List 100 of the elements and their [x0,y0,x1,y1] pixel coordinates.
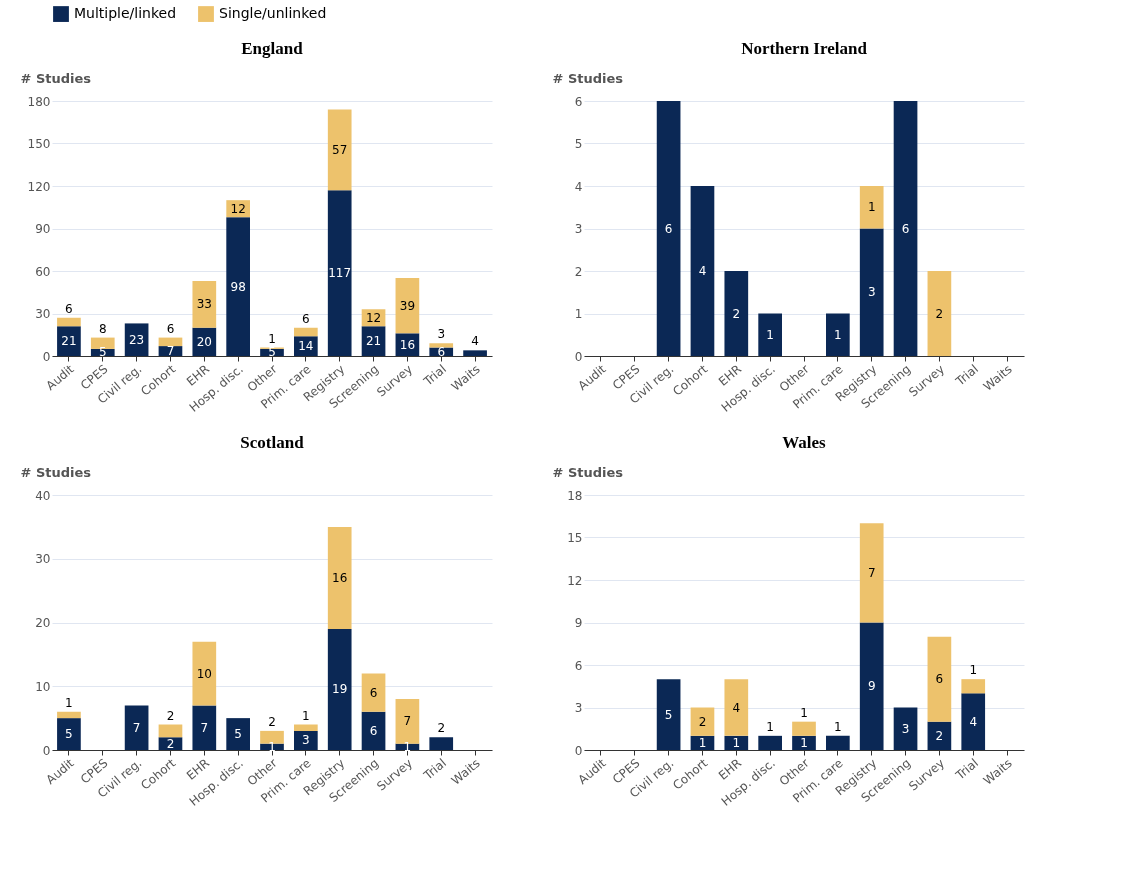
data-label: 21 [61,334,77,349]
y-tick-label: 180 [27,94,51,109]
bar [327,109,352,191]
chart-title: Scotland [240,433,305,452]
y-axis-title: # Studies [20,464,92,480]
bar [463,350,487,356]
data-label: 6 [664,221,673,236]
data-label: 4 [732,700,741,715]
data-label: 1 [268,739,276,754]
bar [859,523,884,623]
bar [758,735,782,750]
data-label: 7 [867,565,876,580]
data-label: 10 [196,666,212,681]
chart-title: Wales [782,433,827,452]
y-tick-label: 90 [35,222,51,236]
data-label: 3 [901,721,910,736]
bar [192,280,217,328]
data-label: 7 [200,720,209,735]
data-label: 1 [65,695,73,710]
y-tick-label: 4 [574,179,583,194]
bar [893,101,918,356]
x-tick-label: Trial [420,755,449,784]
bar [90,337,115,349]
data-label: 1 [302,708,310,723]
data-label: 117 [328,266,352,281]
bar [260,730,284,744]
bar [690,186,715,356]
bar [57,317,81,327]
bar [158,337,183,347]
bar [327,628,352,750]
data-label: 1 [766,719,774,734]
bar [859,186,884,229]
data-label: 1 [403,739,412,754]
bar [361,711,386,750]
data-label: 2 [166,736,175,751]
y-tick-label: 30 [35,307,51,321]
data-label: 6 [369,723,378,738]
data-label: 2 [732,306,741,321]
y-tick-label: 6 [574,94,583,109]
data-label: 7 [403,714,412,729]
data-label: 2 [698,714,707,729]
bar [758,313,782,356]
bar [395,278,420,334]
bar [57,711,81,719]
y-tick-label: 120 [27,179,51,194]
bar [192,705,217,750]
data-label: 20 [196,334,212,349]
y-tick-label: 30 [35,552,51,567]
data-label: 39 [399,298,416,313]
data-label: 2 [935,728,944,743]
bar [724,271,749,356]
chart-title: England [241,39,304,58]
y-tick-label: 10 [35,679,51,694]
bar [859,228,884,356]
bar [361,673,386,712]
y-axis-title: # Studies [552,70,624,86]
y-tick-label: 2 [574,264,583,279]
data-label: 6 [935,672,944,687]
data-label: 16 [399,337,416,352]
x-tick-label: Trial [952,755,981,784]
data-label: 19 [332,682,348,697]
bar [826,735,850,750]
data-label: 98 [230,279,246,294]
bar [690,707,715,736]
bar [327,526,352,629]
y-axis-title: # Studies [20,70,92,86]
y-tick-label: 1 [574,307,583,321]
data-label: 1 [268,331,276,346]
data-label: 33 [196,297,212,312]
bar [656,679,681,750]
data-label: 14 [298,339,314,354]
bar [226,718,250,750]
y-tick-label: 20 [35,616,51,630]
y-tick-label: 0 [42,743,51,758]
chart-title: Northern Ireland [741,39,868,58]
y-tick-label: 60 [35,264,51,279]
data-label: 4 [969,714,978,729]
y-tick-label: 0 [574,349,583,364]
y-tick-label: 150 [27,137,51,151]
data-label: 9 [867,679,876,694]
data-label: 16 [332,570,348,585]
data-label: 1 [834,719,842,734]
data-label: 1 [834,327,842,342]
bar [792,721,816,736]
data-label: 3 [437,327,446,342]
bar [57,718,81,750]
legend-label: Single/unlinked [219,5,327,22]
y-tick-label: 3 [574,222,583,236]
data-label: 8 [98,321,107,336]
bar [226,217,250,356]
data-label: 1 [732,735,741,750]
bar [927,271,952,356]
bar [656,101,681,356]
bar [859,622,884,750]
bar [57,326,81,356]
data-label: 5 [664,707,673,722]
bar [192,641,217,706]
data-label: 6 [901,221,910,236]
data-label: 1 [867,200,876,215]
y-tick-label: 15 [567,531,583,545]
